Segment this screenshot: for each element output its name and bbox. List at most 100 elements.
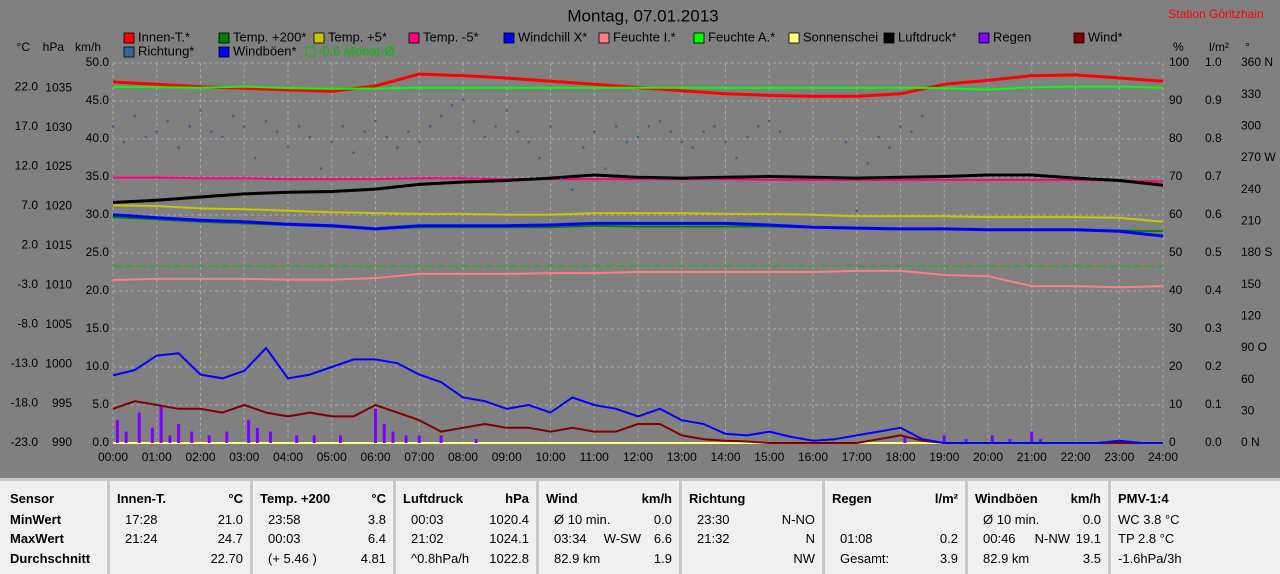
- y-tick-label: 20.0: [86, 283, 110, 297]
- direction-point: [647, 125, 651, 128]
- direction-point: [210, 130, 213, 133]
- direction-point: [385, 135, 388, 139]
- table-cell: 3.9: [939, 551, 958, 566]
- x-tick-label: 20:00: [973, 450, 1003, 464]
- x-tick-label: 19:00: [929, 450, 959, 464]
- rain-bar: [474, 439, 478, 443]
- y-tick-label: 20: [1169, 359, 1183, 373]
- direction-point: [450, 103, 454, 107]
- rain-bar: [391, 431, 395, 443]
- y-tick-label: 990: [52, 435, 72, 449]
- rain-bar: [374, 408, 377, 443]
- y-tick-label: 150: [1241, 277, 1261, 291]
- direction-point: [133, 114, 137, 118]
- table-cell: 1024.1: [489, 531, 529, 546]
- series-line: [112, 173, 1164, 204]
- legend-swatch: [123, 32, 135, 44]
- series-line: [112, 347, 1163, 444]
- table-cell: 21:24: [125, 531, 158, 546]
- direction-point: [757, 125, 760, 128]
- y-tick-label: 10.0: [86, 359, 110, 373]
- series-line: [112, 85, 1164, 91]
- table-column: Luftdruck hPa 00:03 1020.4 21:02 1024.1 ^0.8hP…: [396, 481, 536, 574]
- y-tick-label: 17.0: [15, 119, 39, 133]
- table-cell: (+ 5.46 ): [268, 551, 317, 566]
- direction-point: [363, 130, 366, 133]
- y-tick-label: 90 O: [1241, 340, 1267, 354]
- y-tick-label: 1000: [45, 356, 72, 370]
- direction-point: [778, 130, 782, 133]
- table-column: Innen-T. °C 17:28 21.0 21:24 24.7 22.70: [110, 481, 250, 574]
- direction-point: [746, 135, 749, 139]
- table-column: PMV-1:4 WC 3.8 °C TP 2.8 °C -1.6hPa/3h: [1111, 481, 1280, 574]
- legend-swatch: [788, 32, 800, 44]
- y-tick-label: -23.0: [11, 435, 39, 449]
- y-tick-label: 1005: [45, 317, 72, 331]
- y-tick-label: 45.0: [86, 93, 110, 107]
- x-tick-label: 14:00: [710, 450, 740, 464]
- direction-point: [713, 125, 716, 128]
- axis-unit: km/h: [75, 40, 101, 54]
- direction-point: [374, 119, 377, 123]
- direction-point: [297, 125, 301, 128]
- y-tick-label: 1.0: [1205, 55, 1222, 69]
- direction-point: [691, 146, 694, 149]
- x-tick-label: 24:00: [1148, 450, 1178, 464]
- table-cell: 1020.4: [489, 512, 529, 527]
- y-tick-label: 1025: [45, 159, 72, 173]
- row-label: MinWert: [10, 512, 62, 527]
- table-cell: 21:02: [411, 531, 444, 546]
- rain-bar: [1039, 439, 1042, 443]
- x-tick-label: 17:00: [842, 450, 872, 464]
- legend-label: Temp. -5*: [423, 29, 479, 44]
- legend-label: Feuchte A.*: [708, 29, 775, 44]
- rain-bar: [295, 435, 299, 443]
- table-cell: 17:28: [125, 512, 158, 527]
- direction-point: [560, 177, 563, 181]
- direction-point: [472, 119, 476, 123]
- rain-bar: [312, 435, 316, 443]
- column-title: Richtung: [689, 491, 746, 506]
- column-unit: l/m²: [934, 491, 958, 506]
- legend-label: Temp. +5*: [328, 29, 387, 44]
- direction-point: [111, 125, 115, 128]
- direction-point: [232, 114, 235, 118]
- y-tick-label: 0.0: [1205, 435, 1222, 449]
- rain-bar: [404, 435, 408, 443]
- column-title: Luftdruck: [403, 491, 463, 506]
- y-tick-label: -18.0: [11, 396, 39, 410]
- rain-bar: [207, 435, 211, 443]
- legend-swatch: [123, 46, 135, 58]
- legend-label: Luftdruck*: [898, 29, 957, 44]
- table-cell: 23:30: [697, 512, 730, 527]
- table-column: Regen l/m² 01:08 0.2 Gesamt: 3.9: [825, 481, 965, 574]
- direction-point: [877, 135, 880, 139]
- axis-unit: °C: [17, 40, 31, 54]
- rain-bar: [159, 405, 163, 443]
- y-tick-label: 40.0: [86, 131, 110, 145]
- row-label: Durchschnitt: [10, 551, 91, 566]
- table-column: Richtung 23:30 N-NO 21:32 N NW: [682, 481, 822, 574]
- x-tick-label: 23:00: [1104, 450, 1134, 464]
- legend-label: Richtung*: [138, 43, 194, 58]
- row-label: MaxWert: [10, 531, 64, 546]
- table-cell: 24.7: [217, 531, 243, 546]
- direction-point: [144, 135, 148, 139]
- legend-swatch: [313, 32, 325, 44]
- direction-point: [702, 130, 705, 133]
- table-cell: ^0.8hPa/h: [411, 551, 470, 566]
- x-tick-label: 04:00: [273, 450, 303, 464]
- station-name: Station Göritzhain: [1168, 7, 1263, 21]
- y-tick-label: 0.7: [1205, 169, 1222, 183]
- rain-bar: [137, 412, 141, 443]
- rain-bar: [115, 420, 119, 443]
- table-cell: 00:46: [983, 531, 1016, 546]
- direction-point: [910, 130, 913, 133]
- rain-bar: [190, 431, 194, 443]
- legend-label: Regen: [993, 29, 1031, 44]
- direction-point: [275, 130, 279, 133]
- legend-swatch: [883, 32, 895, 44]
- direction-point: [899, 125, 902, 128]
- y-tick-label: -13.0: [11, 356, 39, 370]
